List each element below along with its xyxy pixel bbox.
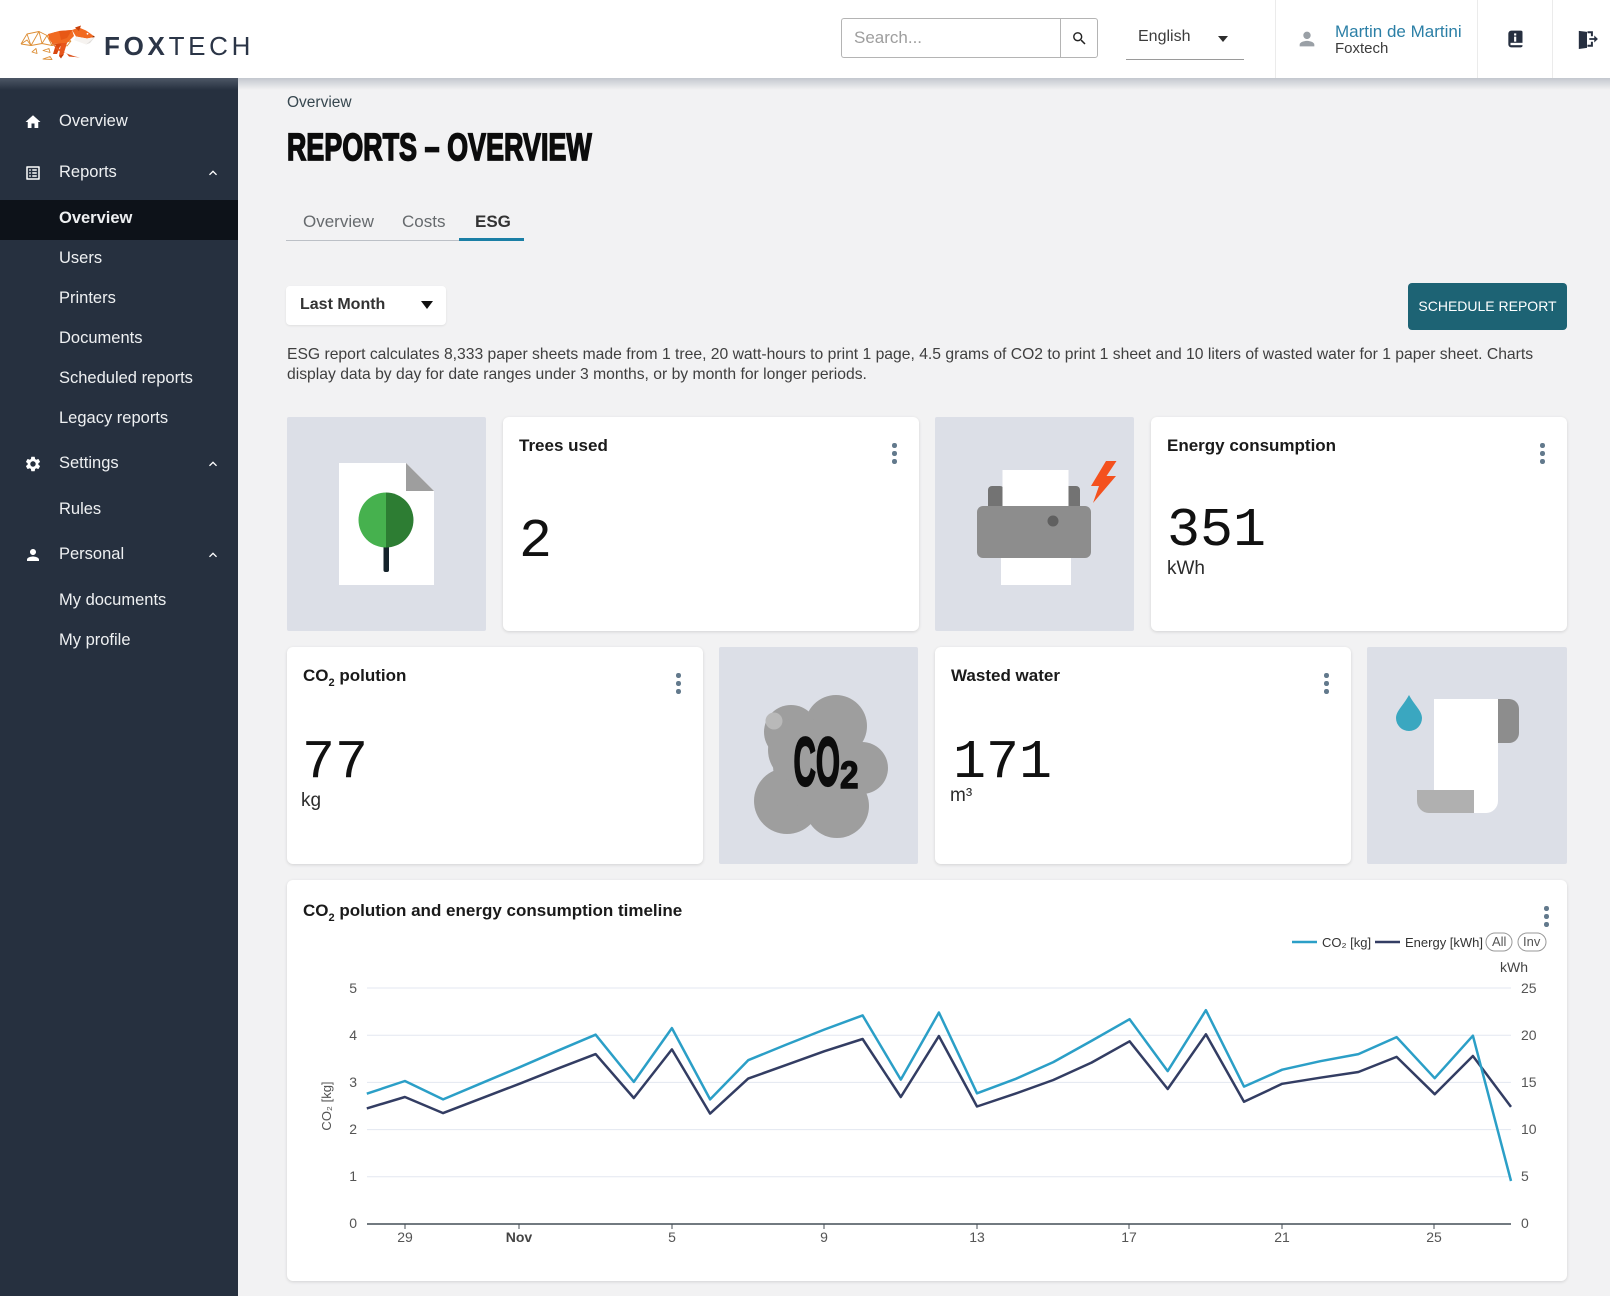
svg-text:5: 5 — [349, 980, 357, 996]
svg-text:2: 2 — [349, 1121, 357, 1137]
svg-text:29: 29 — [397, 1229, 413, 1245]
svg-text:CO₂ [kg]: CO₂ [kg] — [319, 1081, 334, 1130]
svg-text:0: 0 — [1521, 1215, 1529, 1231]
svg-text:15: 15 — [1521, 1074, 1537, 1090]
svg-text:13: 13 — [969, 1229, 985, 1245]
svg-text:5: 5 — [1521, 1168, 1529, 1184]
svg-text:2: 2 — [840, 755, 859, 797]
svg-text:10: 10 — [1521, 1121, 1537, 1137]
svg-text:CO₂ [kg]: CO₂ [kg] — [1322, 935, 1371, 950]
svg-text:kWh: kWh — [1500, 959, 1528, 975]
svg-text:21: 21 — [1274, 1229, 1290, 1245]
svg-text:Nov: Nov — [506, 1229, 533, 1245]
svg-text:3: 3 — [349, 1074, 357, 1090]
svg-text:Energy [kWh]: Energy [kWh] — [1405, 935, 1483, 950]
svg-text:1: 1 — [349, 1168, 357, 1184]
svg-text:5: 5 — [668, 1229, 676, 1245]
svg-text:4: 4 — [349, 1027, 357, 1043]
svg-text:20: 20 — [1521, 1027, 1537, 1043]
svg-text:25: 25 — [1426, 1229, 1442, 1245]
svg-text:17: 17 — [1121, 1229, 1137, 1245]
svg-text:0: 0 — [349, 1215, 357, 1231]
svg-text:Inv: Inv — [1523, 934, 1541, 949]
svg-text:9: 9 — [820, 1229, 828, 1245]
svg-text:All: All — [1492, 934, 1507, 949]
svg-text:CO: CO — [794, 724, 841, 801]
svg-text:25: 25 — [1521, 980, 1537, 996]
